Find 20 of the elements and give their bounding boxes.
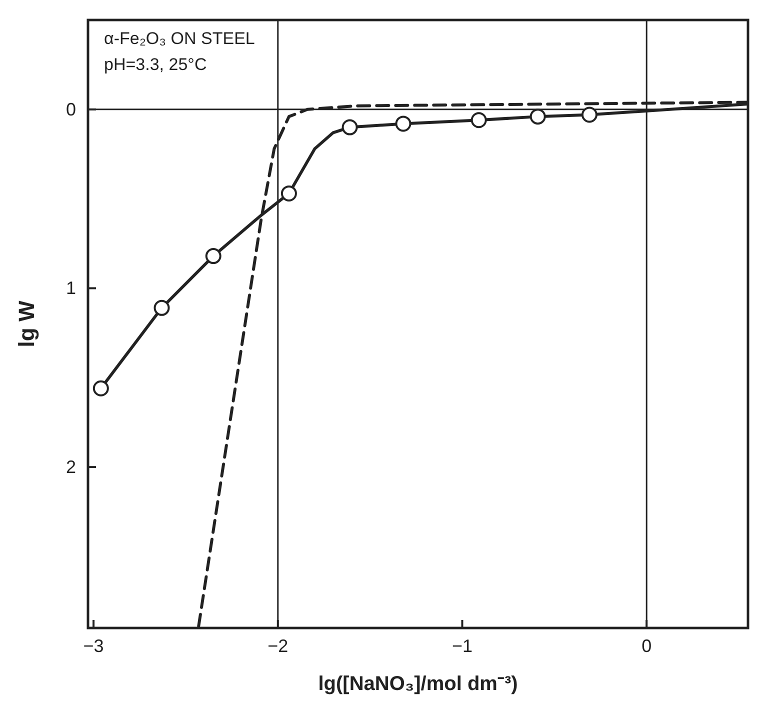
x-tick-label: −2 — [268, 636, 288, 656]
point — [581, 106, 598, 123]
x-tick-label: −3 — [83, 636, 104, 656]
point — [280, 185, 297, 202]
point — [92, 380, 109, 396]
x-axis-title: lg([NaNO₃]/mol dm⁻³) — [318, 673, 518, 695]
point — [470, 112, 487, 128]
point — [395, 116, 412, 132]
y-tick-label: 0 — [66, 99, 76, 120]
y-tick-label: 2 — [66, 457, 76, 478]
point — [342, 119, 358, 136]
y-tick-label: 1 — [66, 278, 76, 298]
x-tick-label: −1 — [452, 636, 473, 656]
y-axis-title: lg W — [14, 300, 39, 348]
point — [154, 300, 170, 316]
point — [205, 248, 222, 264]
point — [530, 108, 546, 125]
annotation: pH=3.3, 25°C — [104, 55, 207, 74]
x-tick-label: 0 — [642, 636, 652, 656]
annotation: α-Fe₂O₃ ON STEEL — [104, 29, 255, 48]
